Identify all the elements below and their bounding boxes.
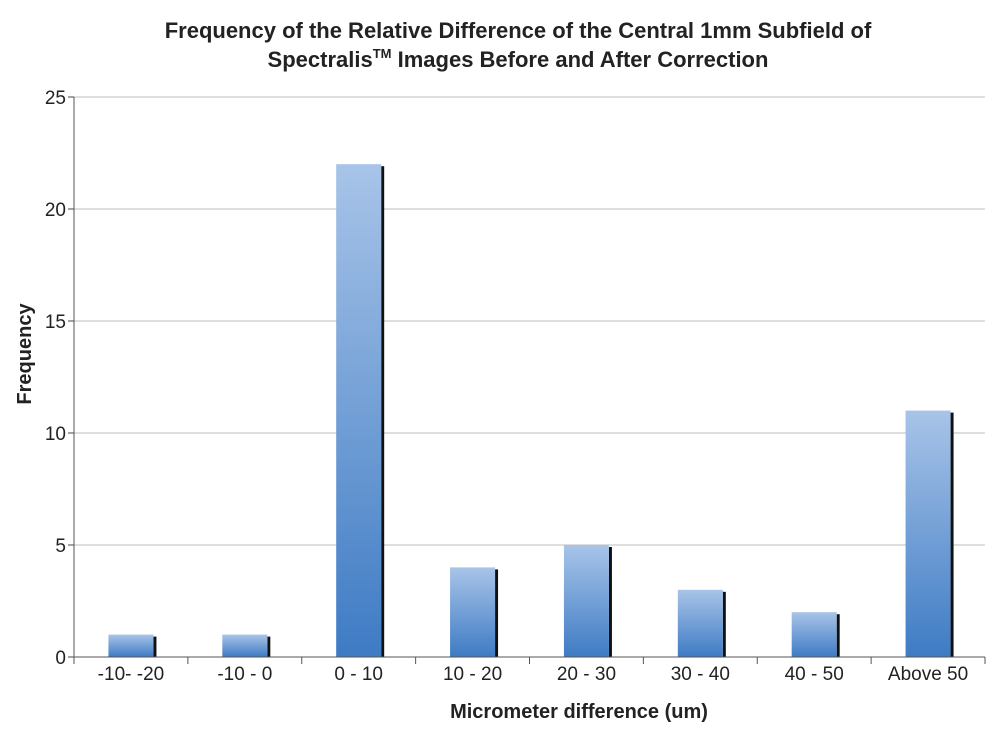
chart-title-line1: Frequency of the Relative Difference of …	[165, 18, 872, 43]
bar-5	[677, 589, 723, 657]
y-tick-label: 0	[55, 648, 66, 669]
y-tick-labels: 0 5 10 15 20 25	[45, 88, 66, 669]
gridlines	[68, 96, 985, 658]
bar-2	[336, 164, 382, 657]
chart-title-rest: Images Before and After Correction	[392, 47, 769, 72]
x-tick-label: 30 - 40	[671, 664, 730, 685]
bar-shadow	[836, 614, 840, 657]
chart-title-trademark: TM	[373, 46, 392, 61]
y-axis-title: Frequency	[14, 303, 36, 405]
x-tick-label: 40 - 50	[785, 664, 844, 685]
bar-7	[905, 410, 951, 657]
bar-6	[791, 612, 837, 657]
bar-shadow	[608, 547, 612, 657]
bar-shadow	[950, 412, 954, 657]
y-tick-label: 5	[55, 536, 66, 557]
x-tick-label: 0 - 10	[334, 664, 383, 685]
y-tick-label: 25	[45, 88, 66, 109]
bars	[108, 164, 954, 657]
bar-shadow	[495, 569, 499, 657]
x-tick-label: Above 50	[888, 664, 968, 685]
bar-shadow	[267, 636, 271, 657]
bar-4	[563, 545, 609, 657]
bar-shadow	[153, 636, 157, 657]
bar-shadow	[722, 591, 726, 657]
chart-title-line2: SpectralisTM Images Before and After Cor…	[268, 46, 769, 72]
x-tick-label: 10 - 20	[443, 664, 502, 685]
y-tick-label: 10	[45, 424, 66, 445]
x-axis	[73, 97, 986, 664]
bar-0	[108, 634, 154, 657]
x-axis-title: Micrometer difference (um)	[450, 701, 708, 723]
x-tick-label: -10- -20	[98, 664, 165, 685]
x-tick-label: 20 - 30	[557, 664, 616, 685]
bar-1	[222, 634, 268, 657]
y-tick-label: 20	[45, 200, 66, 221]
x-tick-label: -10 - 0	[217, 664, 272, 685]
y-tick-label: 15	[45, 312, 66, 333]
x-tick-labels: -10- -20 -10 - 0 0 - 10 10 - 20 20 - 30 30 - …	[98, 664, 969, 685]
chart-title-spectralis: Spectralis	[268, 47, 373, 72]
bar-3	[450, 567, 496, 657]
bar-shadow	[381, 166, 385, 657]
